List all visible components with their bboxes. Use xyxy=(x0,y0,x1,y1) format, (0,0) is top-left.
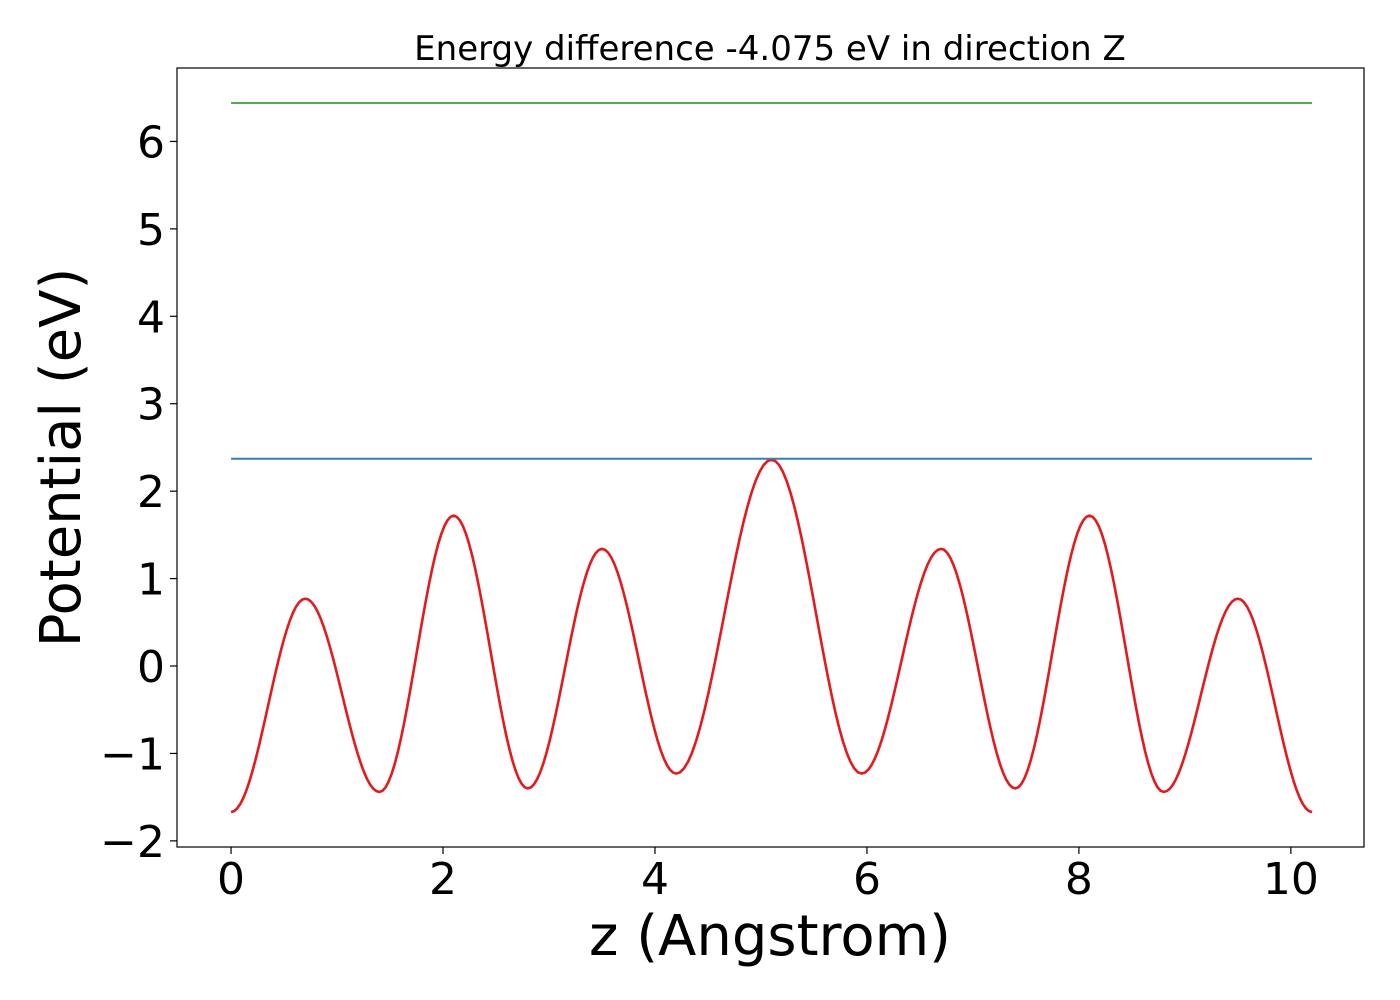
x-tick-label: 10 xyxy=(1263,854,1319,905)
x-tick-label: 4 xyxy=(641,854,669,905)
x-tick-label: 6 xyxy=(853,854,881,905)
y-tick-label: −1 xyxy=(100,729,165,780)
y-tick-label: 1 xyxy=(137,555,165,606)
x-axis-label: z (Angstrom) xyxy=(589,904,951,969)
y-axis-label: Potential (eV) xyxy=(29,268,94,648)
potential-curve xyxy=(230,458,1313,814)
chart-title: Energy difference -4.075 eV in direction… xyxy=(414,29,1126,69)
series-layer xyxy=(230,101,1313,814)
y-tick-label: −2 xyxy=(100,817,165,868)
y-tick-label: 0 xyxy=(137,642,165,693)
y-tick-label: 6 xyxy=(137,117,165,168)
y-axis: −2 −1 0 1 2 3 4 5 6 xyxy=(100,117,177,868)
y-tick-label: 2 xyxy=(137,467,165,518)
y-tick-label: 4 xyxy=(137,292,165,343)
x-tick-label: 8 xyxy=(1065,854,1093,905)
x-axis: 0 2 4 6 8 10 xyxy=(217,847,1319,905)
plot-area-frame xyxy=(176,67,1365,848)
x-tick-label: 2 xyxy=(429,854,457,905)
y-tick-label: 3 xyxy=(137,380,165,431)
y-tick-label: 5 xyxy=(137,205,165,256)
x-tick-label: 0 xyxy=(217,854,245,905)
